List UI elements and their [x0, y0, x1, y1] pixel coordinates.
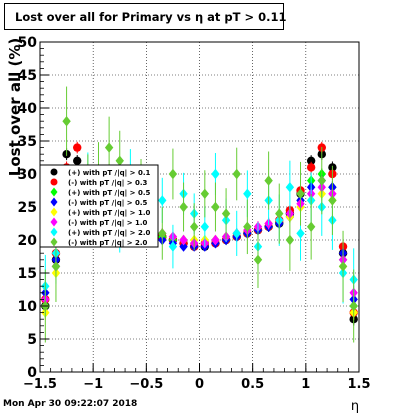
data-point: [158, 228, 167, 239]
y-tick-label: 5: [27, 332, 37, 348]
legend-box: [39, 164, 159, 248]
legend-entry-label: (-) with pT /|q| > 0.5: [68, 199, 148, 208]
legend-entry-label: (+) with pT /|q| > 0.1: [68, 169, 151, 178]
data-point: [296, 228, 305, 239]
data-point: [179, 234, 188, 246]
timestamp-footer: Mon Apr 30 09:22:07 2018: [3, 399, 138, 409]
data-point: [158, 195, 167, 206]
legend: (+) with pT /|q| > 0.1(-) with pT /|q| >…: [39, 164, 159, 248]
data-point: [328, 195, 337, 206]
data-point: [211, 201, 220, 213]
x-tick-label: −1.5: [23, 377, 57, 392]
legend-entry-label: (+) with pT /|q| > 1.0: [68, 209, 151, 218]
y-tick-label: 40: [18, 101, 38, 117]
y-tick-label: 25: [18, 200, 37, 216]
legend-entry-label: (-) with pT /|q| > 2.0: [68, 239, 148, 248]
chart-title: Lost over all for Primary vs η at pT > 0…: [15, 10, 287, 24]
data-point: [51, 261, 61, 272]
data-point: [232, 168, 241, 180]
data-point: [62, 116, 71, 127]
data-point: [253, 254, 263, 265]
data-point: [73, 156, 82, 165]
data-point: [221, 208, 231, 219]
data-point: [50, 187, 58, 197]
data-point: [338, 261, 348, 272]
y-tick-label: 30: [18, 167, 38, 183]
y-tick-label: 45: [18, 68, 37, 84]
legend-entry-label: (+) with pT /|q| > 2.0: [68, 229, 151, 238]
y-tick-label: 35: [18, 134, 37, 150]
y-tick-label: 20: [18, 233, 38, 249]
data-point: [317, 175, 326, 186]
data-point: [50, 227, 58, 237]
x-tick-label: 1: [301, 377, 310, 392]
data-point: [179, 201, 188, 213]
x-tick-label: −1: [83, 377, 103, 392]
data-point: [275, 208, 284, 219]
data-point: [243, 188, 252, 199]
legend-entry-label: (-) with pT /|q| > 1.0: [68, 219, 148, 228]
data-point: [232, 228, 241, 239]
data-point: [50, 207, 58, 217]
x-tick-label: 0.5: [241, 377, 264, 392]
data-point: [168, 241, 178, 252]
data-point: [50, 217, 58, 227]
data-point: [50, 178, 58, 186]
data-point: [115, 155, 124, 166]
x-tick-label: 0: [195, 377, 204, 392]
data-point: [50, 237, 58, 247]
data-point: [200, 221, 210, 232]
x-tick-label: −0.5: [129, 377, 163, 392]
y-tick-label: 10: [18, 299, 38, 315]
y-tick-label: 15: [18, 266, 37, 282]
data-point: [285, 234, 295, 246]
y-tick-label: 50: [18, 35, 38, 51]
x-axis-label: η: [351, 399, 359, 414]
data-point: [211, 234, 220, 246]
data-point: [296, 188, 305, 199]
data-point: [349, 300, 358, 312]
x-tick-label: 1.5: [347, 377, 370, 392]
data-point: [306, 221, 316, 232]
data-point: [50, 168, 58, 176]
y-axis-label: Lost over all (%): [6, 38, 24, 176]
data-point: [285, 182, 295, 193]
data-point: [189, 221, 199, 232]
data-point: [179, 241, 188, 252]
data-point: [50, 197, 58, 207]
title-box: Lost over all for Primary vs η at pT > 0…: [4, 3, 287, 30]
data-point: [243, 221, 252, 232]
y-tick-label: 0: [27, 365, 37, 381]
data-point: [104, 142, 114, 153]
data-point: [211, 168, 220, 180]
data-point: [306, 163, 316, 172]
legend-entry-label: (+) with pT /|q| > 0.5: [68, 189, 151, 198]
data-point: [306, 156, 316, 165]
axis-ticks: −1.5 −1 −0.5 0 0.5 1 1.5 0 5 10 15 20 25 30 35 40 45 50: [18, 35, 371, 392]
data-point: [200, 188, 210, 199]
data-point: [73, 143, 82, 152]
data-point: [264, 175, 273, 186]
data-point: [168, 168, 178, 180]
legend-entry-label: (-) with pT /|q| > 0.3: [68, 179, 148, 188]
